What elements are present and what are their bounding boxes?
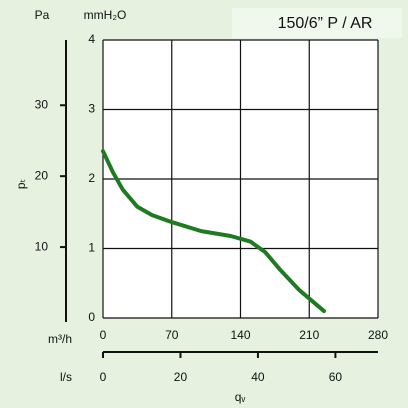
x2-unit: l/s [60,370,72,384]
y2-tick-label: 30 [35,97,49,111]
chart-title: 150/6” P / AR [278,15,373,32]
y-unit: mmH₂O [84,8,127,22]
y2-tick-label: 10 [35,239,49,253]
y-tick-label: 4 [88,32,95,46]
x-label: qᵥ [235,390,246,404]
y2-unit: Pa [35,8,50,22]
x2-tick-label: 0 [100,370,107,384]
curve [101,149,326,314]
y-tick-label: 3 [88,102,95,116]
y-label: pₜ [14,179,28,189]
y-tick-label: 0 [88,310,95,324]
x-tick-label: 140 [230,328,250,342]
x-tick-label: 70 [165,328,179,342]
x2-tick-label: 20 [174,370,188,384]
x-tick-label: 0 [100,328,107,342]
y-tick-label: 2 [88,171,95,185]
x2-tick-label: 60 [329,370,343,384]
title-box [232,8,402,38]
y2-tick-label: 20 [35,168,49,182]
y-tick-label: 1 [88,241,95,255]
x2-tick-label: 40 [251,370,265,384]
x-tick-label: 280 [368,328,388,342]
x-unit: m³/h [48,332,72,346]
x-tick-label: 210 [299,328,319,342]
